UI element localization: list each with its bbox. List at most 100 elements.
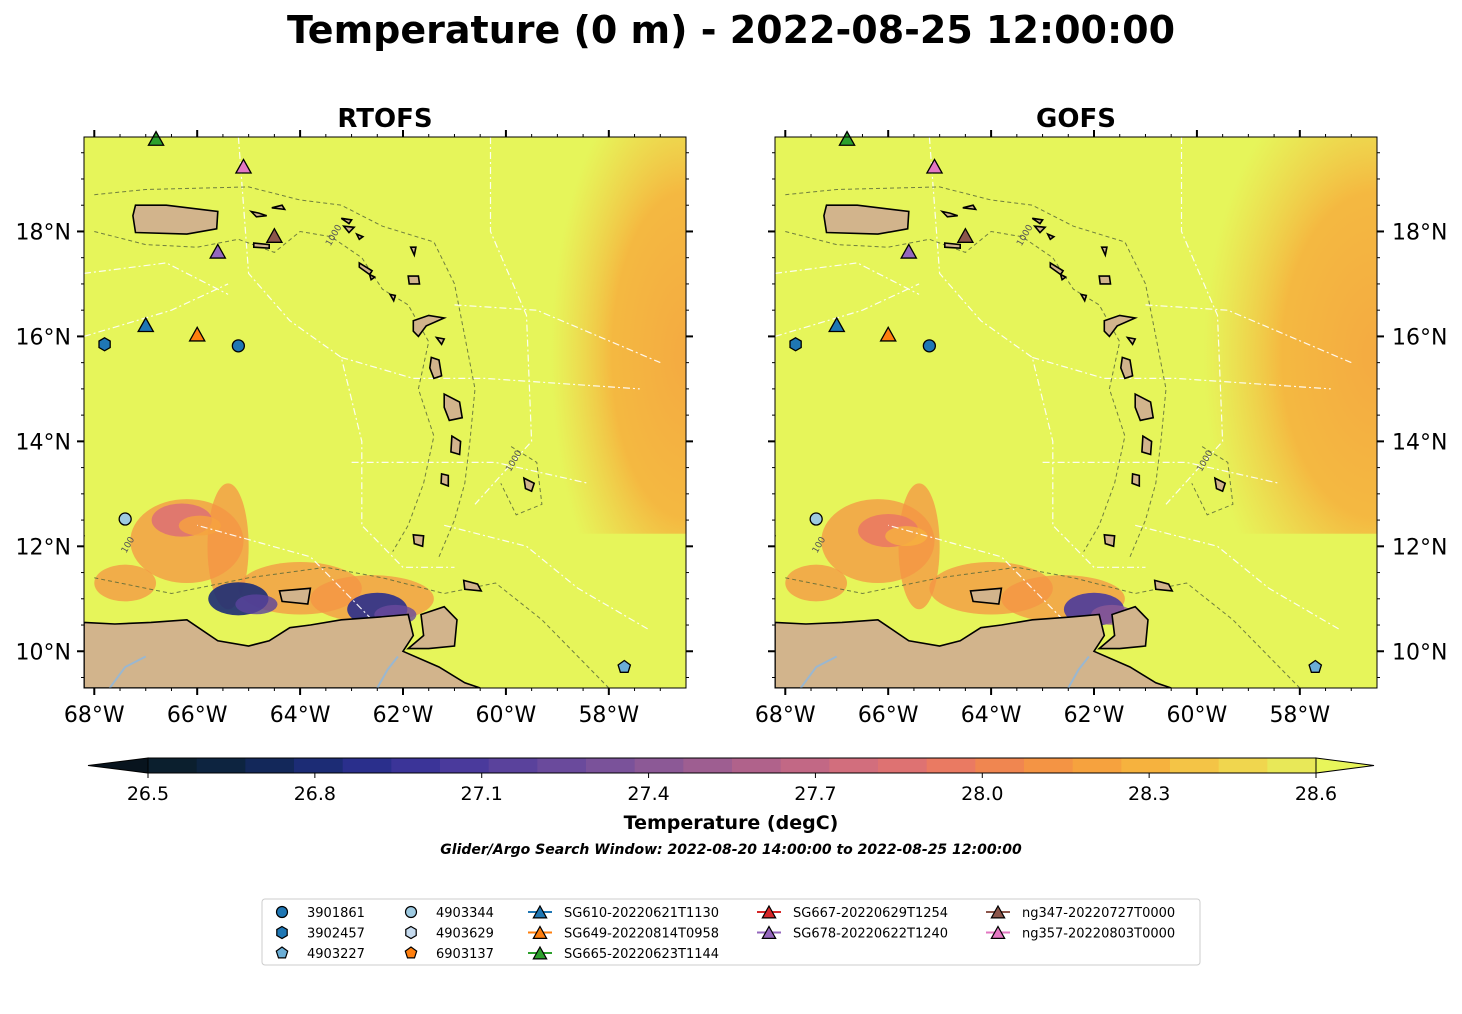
obs-marker-4903344 [809, 512, 823, 526]
x-tick-label: 62°W [373, 703, 434, 728]
eez-boundary [1165, 137, 1224, 505]
land-tobago [462, 579, 483, 592]
colorbar-segment [1218, 758, 1268, 773]
land-mariegal [434, 336, 446, 346]
colorbar-tick-label: 28.6 [1295, 783, 1337, 805]
legend-marker [761, 904, 777, 919]
legend-label: SG665-20220623T1144 [564, 947, 719, 962]
bathymetry-contour [785, 186, 1167, 557]
y-tick-label: 10°N [16, 640, 71, 665]
colorbar-segment [878, 758, 928, 773]
land-bonaire [84, 534, 85, 539]
legend-marker [404, 905, 418, 919]
land-anguilla [1031, 217, 1044, 225]
eez-boundary [474, 137, 533, 505]
figure-title: Temperature (0 m) - 2022-08-25 12:00:00 [287, 8, 1175, 52]
obs-marker-SG610-20220621T1130 [137, 316, 155, 333]
land-vi1 [939, 210, 958, 218]
eez-boundary [888, 524, 1064, 621]
legend-item-SG667-20220629T1254: SG667-20220629T1254 [757, 904, 948, 921]
obs-marker-ng347-20220727T0000 [956, 227, 975, 243]
legend: 3901861 3902457 4903227 4903344 4903629 69031… [261, 898, 1201, 966]
colorbar-segment [1267, 758, 1317, 773]
colorbar-tick-label: 28.3 [1128, 783, 1170, 805]
land-nevis [1059, 272, 1068, 282]
eez-boundary [351, 461, 589, 484]
map-frame [83, 136, 687, 689]
x-tick-label: 66°W [858, 703, 919, 728]
search-window-note: Glider/Argo Search Window: 2022-08-20 14… [440, 842, 1022, 858]
land-stlucia [1141, 434, 1153, 456]
land-vi1 [248, 210, 267, 218]
eez-boundary [928, 137, 1146, 568]
land-stcroix [943, 242, 962, 250]
legend-item-3902457: 3902457 [276, 925, 365, 942]
colorbar-tick-label: 27.7 [794, 783, 836, 805]
bathymetry-contour [94, 566, 610, 688]
eez-boundary [197, 524, 373, 621]
y-tick-label: 10°N [1392, 640, 1447, 665]
land-grenada [412, 533, 425, 548]
land-margarita [969, 587, 1003, 605]
y-tick-label: 12°N [16, 535, 71, 560]
obs-marker-SG649-20220814T0958 [879, 326, 897, 342]
land-stbarth [355, 232, 365, 241]
river [108, 655, 147, 688]
land-mariegal [1125, 336, 1137, 346]
land-stvincent [1131, 472, 1141, 488]
land-vi2 [962, 204, 978, 211]
legend-marker [761, 925, 777, 939]
legend-label: 4903629 [436, 927, 494, 942]
land-stvincent [440, 472, 450, 488]
obs-marker-SG610-20220621T1130 [828, 316, 846, 333]
colorbar-segment [148, 758, 198, 773]
land-venezuela [84, 613, 481, 688]
bathymetry-contour [1191, 446, 1234, 516]
land-trinidad [1097, 605, 1149, 650]
y-tick-label: 18°N [16, 220, 71, 245]
obs-marker-4903344 [118, 512, 132, 526]
legend-label: SG649-20220814T0958 [564, 927, 719, 942]
legend-marker [275, 946, 289, 959]
river [376, 655, 399, 688]
land-guadeloupe [1103, 314, 1138, 338]
land-puertorico [132, 204, 219, 235]
y-tick-label: 16°N [1392, 325, 1447, 350]
colorbar-segment [975, 758, 1025, 773]
land-stbarth [1046, 232, 1056, 241]
river [1067, 655, 1090, 688]
colorbar-segment [1024, 758, 1074, 773]
colorbar-segment [245, 758, 295, 773]
legend-item-SG649-20220814T0958: SG649-20220814T0958 [528, 925, 719, 942]
obs-marker-ng347-20220727T0000 [265, 227, 284, 243]
legend-item-4903629: 4903629 [405, 925, 494, 942]
legend-item-6903137: 6903137 [404, 946, 494, 962]
legend-label: ng357-20220803T0000 [1022, 927, 1175, 942]
land-barbuda [1100, 246, 1108, 258]
obs-marker-SG665-20220623T1144 [147, 130, 165, 146]
colorbar-tick-label: 27.4 [627, 783, 669, 805]
colorbar-segment [1170, 758, 1220, 773]
y-tick-label: 16°N [16, 325, 71, 350]
colorbar-segment [294, 758, 344, 773]
y-tick-label: 14°N [1392, 430, 1447, 455]
colorbar-segment [391, 758, 441, 773]
obs-marker-3902457 [98, 337, 111, 352]
colorbar: 26.5 26.8 27.1 27.4 27.7 28.0 28.3 28.6 [87, 757, 1375, 805]
colorbar-segment [1072, 758, 1122, 773]
x-tick-label: 68°W [64, 703, 125, 728]
legend-label: SG678-20220622T1240 [793, 927, 948, 942]
map-frame [774, 136, 1378, 689]
legend-item-SG610-20220621T1130: SG610-20220621T1130 [528, 904, 719, 921]
eez-boundary [1145, 304, 1352, 364]
legend-label: SG610-20220621T1130 [564, 906, 719, 921]
land-dominica [428, 356, 443, 380]
x-tick-label: 66°W [167, 703, 228, 728]
colorbar-segment [634, 758, 684, 773]
panel-title: RTOFS [337, 104, 432, 134]
legend-label: 3901861 [307, 906, 365, 921]
legend-marker [532, 925, 548, 939]
